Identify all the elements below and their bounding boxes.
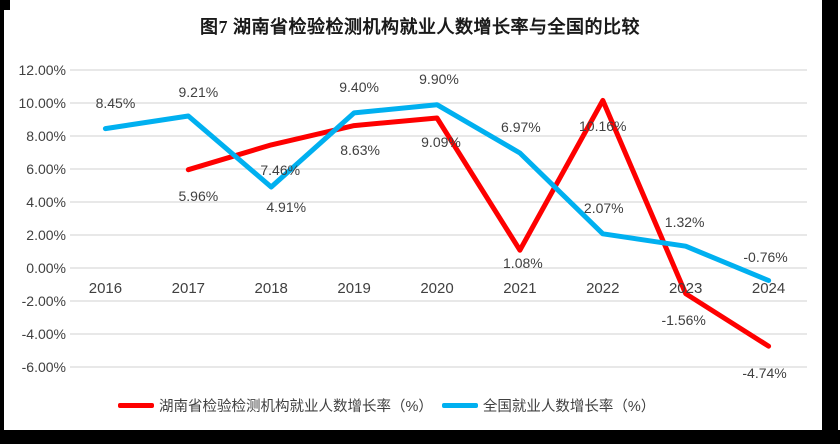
national-line-swatch bbox=[441, 403, 478, 408]
chart-title: 图7 湖南省检验检测机构就业人数增长率与全国的比较 bbox=[200, 17, 640, 37]
x-axis-tick-label: 2022 bbox=[586, 280, 620, 297]
x-axis-tick-label: 2018 bbox=[254, 280, 288, 297]
legend: 湖南省检验检测机构就业人数增长率（%） 全国就业人数增长率（%） bbox=[118, 395, 655, 416]
national-series-line bbox=[102, 102, 772, 283]
legend-item-national: 全国就业人数增长率（%） bbox=[441, 395, 656, 416]
data-label: 9.90% bbox=[419, 70, 459, 87]
screen-edge-bottom bbox=[0, 430, 840, 444]
data-label: 1.08% bbox=[503, 255, 543, 272]
x-axis-tick-label: 2019 bbox=[337, 280, 371, 297]
x-axis-tick-label: 2017 bbox=[171, 280, 206, 297]
y-axis-tick-label: 10.00% bbox=[18, 95, 66, 111]
y-axis-tick-label: -2.00% bbox=[21, 293, 66, 309]
screen-edge-right bbox=[822, 0, 838, 444]
y-axis-tick-label: 12.00% bbox=[18, 62, 66, 78]
hunan-line-swatch bbox=[118, 403, 154, 408]
data-label: 7.46% bbox=[260, 161, 301, 178]
x-axis-tick-label: 2016 bbox=[88, 280, 123, 297]
y-axis-tick-label: -4.00% bbox=[21, 326, 66, 342]
y-axis-tick-label: 6.00% bbox=[26, 161, 66, 177]
y-axis-tick-label: 0.00% bbox=[26, 260, 66, 276]
data-label: 2.07% bbox=[583, 199, 624, 216]
legend-label-hunan: 湖南省检验检测机构就业人数增长率（%） bbox=[159, 399, 433, 415]
legend-label-national: 全国就业人数增长率（%） bbox=[482, 399, 656, 415]
data-label: 9.40% bbox=[339, 78, 379, 95]
data-label: 1.32% bbox=[664, 214, 705, 231]
data-label: 10.16% bbox=[579, 118, 627, 135]
data-label: 8.63% bbox=[340, 141, 380, 158]
data-label: 9.09% bbox=[421, 134, 461, 150]
y-axis-tick-label: -6.00% bbox=[21, 359, 66, 375]
x-axis-tick-label: 2023 bbox=[668, 280, 703, 297]
y-axis-tick-label: 2.00% bbox=[26, 227, 66, 243]
hunan-series-line bbox=[185, 97, 772, 349]
data-label: 9.21% bbox=[178, 84, 219, 101]
data-label: 4.91% bbox=[266, 198, 307, 215]
data-label: 5.96% bbox=[178, 187, 219, 204]
screen-edge-left bbox=[0, 0, 4, 444]
data-label: -4.74% bbox=[742, 365, 787, 382]
x-axis-tick-label: 2020 bbox=[420, 280, 454, 297]
x-axis-tick-label: 2021 bbox=[503, 280, 537, 297]
x-axis-tick-label: 2024 bbox=[751, 280, 786, 297]
data-label: -1.56% bbox=[661, 311, 706, 328]
screen-corner-top-left bbox=[0, 0, 10, 10]
y-axis-tick-label: 4.00% bbox=[26, 194, 66, 210]
y-axis-tick-label: 8.00% bbox=[26, 128, 66, 144]
data-label: -0.76% bbox=[743, 248, 788, 265]
data-label: 6.97% bbox=[501, 118, 541, 135]
data-label: 8.45% bbox=[95, 94, 136, 111]
legend-item-hunan: 湖南省检验检测机构就业人数增长率（%） bbox=[118, 395, 433, 416]
